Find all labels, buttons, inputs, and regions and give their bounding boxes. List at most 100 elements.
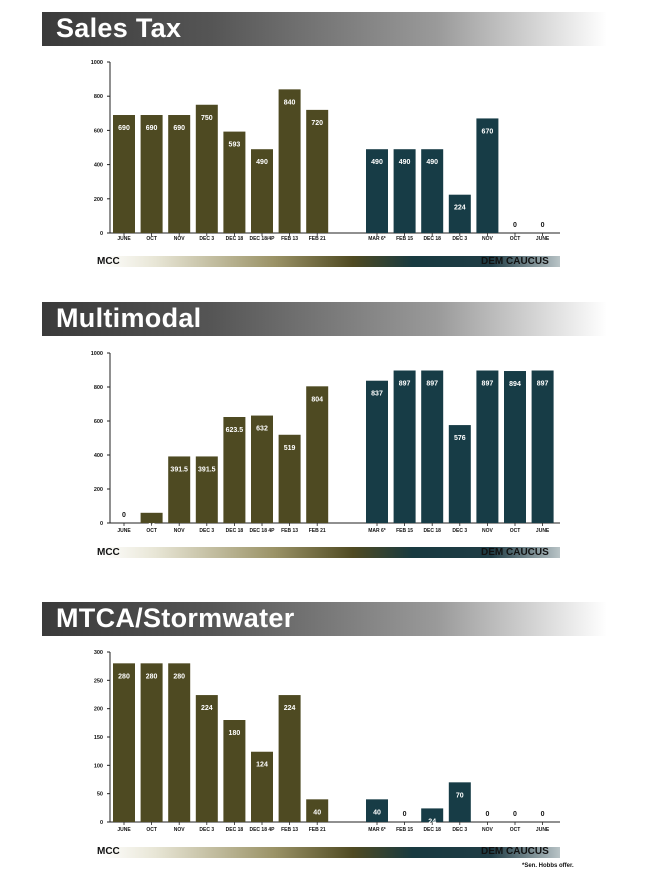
bar-value-label: 490 <box>256 159 268 166</box>
x-tick-label: DEC 18 4P <box>249 827 275 833</box>
bar <box>448 425 471 523</box>
bar <box>448 194 471 233</box>
x-tick-label: FEB 13 <box>281 827 298 833</box>
x-tick-label: FEB 21 <box>309 236 326 242</box>
bar-value-label: 40 <box>313 809 321 816</box>
bar <box>251 415 273 523</box>
x-tick-label: DEC 3 <box>452 827 467 833</box>
bar <box>195 695 218 822</box>
bar <box>251 149 273 233</box>
x-tick-label: FEB 15 <box>396 827 413 833</box>
x-tick-label: JUNE <box>536 236 550 242</box>
y-tick-label: 600 <box>94 419 103 425</box>
legend-gradient-bar <box>100 547 560 558</box>
x-tick-label: NOV <box>482 528 494 534</box>
x-tick-label: OCT <box>146 236 157 242</box>
chart-title: Multimodal <box>56 303 202 333</box>
bar-value-label: 0 <box>541 222 545 229</box>
bar-value-label: 840 <box>284 99 296 106</box>
footnote: *Sen. Hobbs offer. <box>522 863 574 869</box>
bar-value-label: 490 <box>371 159 383 166</box>
bar <box>251 751 273 822</box>
bar <box>168 456 191 523</box>
x-tick-label: DEC 3 <box>199 236 214 242</box>
bar-value-label: 837 <box>371 391 383 398</box>
bar <box>168 663 191 822</box>
x-tick-label: DEC 18 <box>226 827 244 833</box>
bar-value-label: 804 <box>311 396 323 403</box>
bar <box>223 131 246 233</box>
x-tick-label: OCT <box>146 528 157 534</box>
bar-value-label: 690 <box>173 125 185 132</box>
x-tick-label: MAR 6* <box>368 236 386 242</box>
bar-value-label: 70 <box>456 792 464 799</box>
bar-value-label: 690 <box>118 125 130 132</box>
x-tick-label: OCT <box>510 236 521 242</box>
x-tick-label: JUNE <box>117 236 131 242</box>
bar-value-label: 0 <box>485 811 489 818</box>
x-tick-label: DEC 18 4P <box>249 528 275 534</box>
bar <box>195 104 218 233</box>
bar-value-label: 224 <box>201 705 213 712</box>
x-tick-label: DEC 18 <box>226 236 244 242</box>
bar <box>306 799 329 822</box>
bar <box>113 115 135 233</box>
bar <box>140 115 163 233</box>
bar-value-label: 0 <box>403 811 407 818</box>
bar <box>278 434 301 523</box>
bar <box>168 115 191 233</box>
bar-value-label: 897 <box>426 381 438 388</box>
x-tick-label: DEC 18/4P <box>249 236 275 242</box>
bar <box>421 149 444 233</box>
x-tick-label: JUNE <box>536 827 550 833</box>
bar-value-label: 519 <box>284 445 296 452</box>
y-tick-label: 1000 <box>91 60 103 66</box>
x-tick-label: DEC 3 <box>199 528 214 534</box>
x-tick-label: MAR 6* <box>368 528 386 534</box>
bar <box>393 370 416 523</box>
bar-value-label: 391.5 <box>198 466 216 473</box>
bar <box>448 782 471 822</box>
x-tick-label: NOV <box>174 236 186 242</box>
bar-value-label: 0 <box>122 512 126 519</box>
title-bar-multimodal: Multimodal <box>42 302 607 336</box>
x-tick-label: DEC 18 <box>423 827 441 833</box>
bar <box>366 799 388 822</box>
bar-value-label: 0 <box>513 222 517 229</box>
y-tick-label: 200 <box>94 197 103 203</box>
bar-value-label: 490 <box>426 159 438 166</box>
x-tick-label: OCT <box>146 827 157 833</box>
y-tick-label: 1000 <box>91 351 103 357</box>
legend-gradient-bar <box>100 256 560 267</box>
bar <box>366 149 388 233</box>
y-tick-label: 800 <box>94 94 103 100</box>
legend-label-mcc: MCC <box>97 256 120 267</box>
bar-value-label: 280 <box>146 673 158 680</box>
bar <box>421 370 444 523</box>
bar-value-label: 0 <box>541 811 545 818</box>
y-tick-label: 0 <box>100 231 103 237</box>
y-tick-label: 0 <box>100 820 103 826</box>
x-tick-label: JUNE <box>536 528 550 534</box>
bar-value-label: 750 <box>201 115 213 122</box>
y-tick-label: 250 <box>94 678 103 684</box>
bar <box>504 371 526 523</box>
bar-value-label: 40 <box>373 809 381 816</box>
bar-value-label: 623.5 <box>226 427 244 434</box>
bar <box>278 89 301 233</box>
bar <box>306 386 329 523</box>
legend-label-dem-caucus: DEM CAUCUS <box>481 846 549 857</box>
bar <box>476 370 499 523</box>
x-tick-label: JUNE <box>117 827 131 833</box>
bar-value-label: 224 <box>454 205 466 212</box>
y-tick-label: 150 <box>94 735 103 741</box>
bar <box>421 808 444 822</box>
bar-value-label: 897 <box>399 381 411 388</box>
x-tick-label: MAR 6* <box>368 827 386 833</box>
y-tick-label: 400 <box>94 163 103 169</box>
title-bar-sales-tax: Sales Tax <box>42 12 607 46</box>
x-tick-label: FEB 13 <box>281 236 298 242</box>
bar-value-label: 124 <box>256 762 268 769</box>
y-tick-label: 300 <box>94 650 103 656</box>
y-tick-label: 200 <box>94 707 103 713</box>
